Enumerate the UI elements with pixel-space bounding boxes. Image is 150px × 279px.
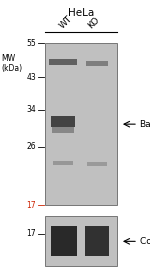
Text: WT: WT — [58, 14, 75, 31]
Text: HeLa: HeLa — [68, 8, 94, 18]
Text: 43: 43 — [26, 73, 36, 82]
Text: KO: KO — [87, 16, 102, 31]
Text: 17: 17 — [26, 229, 36, 238]
Text: Cofilin 1: Cofilin 1 — [140, 237, 150, 246]
Bar — [86, 61, 108, 66]
Text: 17: 17 — [26, 201, 36, 210]
Text: 26: 26 — [26, 142, 36, 151]
Bar — [53, 161, 73, 165]
Bar — [87, 162, 107, 166]
Bar — [49, 59, 77, 65]
Bar — [85, 226, 109, 256]
Text: MW
(kDa): MW (kDa) — [2, 54, 23, 73]
Text: 34: 34 — [26, 105, 36, 114]
Bar — [45, 43, 117, 205]
Bar — [51, 226, 77, 256]
Text: 55: 55 — [26, 39, 36, 48]
Bar — [45, 216, 117, 266]
Bar — [51, 116, 75, 128]
Text: Bad: Bad — [140, 120, 150, 129]
Bar — [52, 127, 74, 133]
